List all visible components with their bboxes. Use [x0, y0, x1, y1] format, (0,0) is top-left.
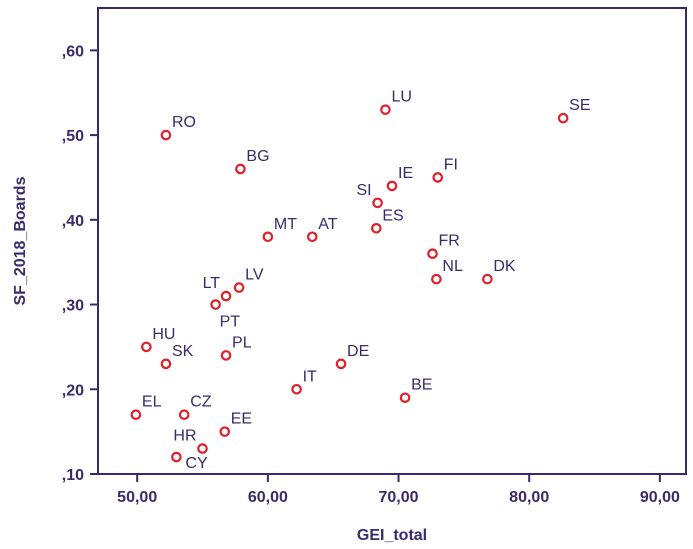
point-label-hr: HR	[173, 428, 196, 445]
data-point-se	[557, 112, 569, 124]
data-point-nl	[431, 273, 442, 285]
plot-area: ,10 ,20 ,30 ,40 ,50 ,60 50,00 60,00 70,00 80,00 9…	[62, 7, 687, 506]
point-label-pl: PL	[232, 334, 252, 351]
point-label-fr: FR	[439, 233, 460, 250]
point-label-ie: IE	[398, 165, 413, 182]
plot-frame	[97, 7, 687, 475]
point-label-hu: HU	[152, 326, 175, 343]
point-label-el: EL	[142, 394, 162, 411]
data-point-lt	[220, 290, 232, 302]
point-label-ee: EE	[231, 411, 252, 428]
point-label-de: DE	[347, 343, 369, 360]
data-point-cy	[171, 451, 182, 463]
data-point-el	[130, 409, 142, 420]
x-tick-label: 60,00	[248, 489, 288, 506]
point-label-mt: MT	[274, 216, 297, 233]
data-point-hr	[197, 443, 208, 454]
point-label-sk: SK	[172, 343, 194, 360]
data-point-at	[306, 231, 318, 243]
x-axis-title: GEI_total	[357, 527, 427, 544]
data-point-fr	[427, 248, 438, 260]
y-axis-title: SF_2018_Boards	[12, 176, 29, 305]
point-label-nl: NL	[442, 258, 463, 275]
data-point-hu	[141, 341, 152, 353]
data-point-dk	[482, 273, 493, 285]
data-point-es	[371, 222, 382, 234]
data-point-sk	[160, 358, 172, 370]
point-label-cz: CZ	[190, 394, 212, 411]
data-point-lv	[233, 282, 245, 293]
point-label-dk: DK	[493, 258, 516, 275]
data-point-it	[291, 383, 302, 395]
point-label-ro: RO	[172, 114, 196, 131]
data-point-ee	[219, 426, 231, 437]
data-point-ro	[160, 129, 172, 141]
data-point-de	[335, 358, 347, 370]
data-point-be	[399, 392, 411, 404]
x-tick-label: 50,00	[117, 489, 157, 506]
point-label-bg: BG	[246, 148, 269, 165]
point-label-cy: CY	[185, 455, 208, 472]
data-point-si	[372, 197, 383, 209]
point-label-at: AT	[318, 216, 337, 233]
point-label-fi: FI	[444, 156, 458, 173]
point-label-lt: LT	[203, 275, 221, 292]
point-label-se: SE	[569, 97, 590, 114]
point-label-lu: LU	[391, 89, 411, 106]
y-tick-label: ,10	[62, 467, 84, 484]
data-point-bg	[235, 163, 246, 175]
y-tick-label: ,30	[62, 298, 84, 315]
data-point-ie	[386, 180, 398, 192]
data-point-fi	[432, 172, 444, 183]
data-point-mt	[262, 231, 274, 243]
y-tick-label: ,40	[62, 213, 84, 230]
x-axis-ticks: 50,00 60,00 70,00 80,00 90,00	[117, 474, 680, 506]
y-tick-label: ,20	[62, 382, 84, 399]
point-label-es: ES	[382, 207, 403, 224]
point-label-it: IT	[303, 368, 317, 385]
y-tick-label: ,60	[62, 43, 84, 60]
point-label-lv: LV	[245, 267, 264, 284]
x-tick-label: 70,00	[379, 489, 419, 506]
point-label-pt: PT	[220, 314, 241, 331]
point-label-si: SI	[357, 182, 372, 199]
data-point-pl	[220, 350, 232, 361]
data-point-pt	[210, 299, 221, 310]
data-point-lu	[380, 104, 391, 115]
point-label-be: BE	[411, 377, 432, 394]
data-point-cz	[178, 409, 190, 420]
y-axis-ticks: ,10 ,20 ,30 ,40 ,50 ,60	[62, 43, 98, 484]
x-tick-label: 80,00	[509, 489, 549, 506]
y-tick-label: ,50	[62, 128, 84, 145]
data-points: LU SE RO BG FI IE SI ES MT AT FR NL DK LV LT PT HU PL SK DE…	[130, 89, 591, 472]
x-tick-label: 90,00	[640, 489, 680, 506]
